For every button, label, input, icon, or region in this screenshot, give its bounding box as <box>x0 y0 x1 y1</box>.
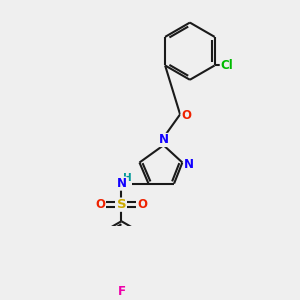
Text: N: N <box>116 177 126 190</box>
Text: N: N <box>158 134 169 146</box>
Text: F: F <box>117 286 125 298</box>
Text: O: O <box>137 198 148 211</box>
Text: O: O <box>95 198 105 211</box>
Text: S: S <box>117 198 126 211</box>
Text: H: H <box>123 172 132 183</box>
Text: N: N <box>184 158 194 170</box>
Text: O: O <box>181 110 191 122</box>
Text: Cl: Cl <box>220 59 233 72</box>
